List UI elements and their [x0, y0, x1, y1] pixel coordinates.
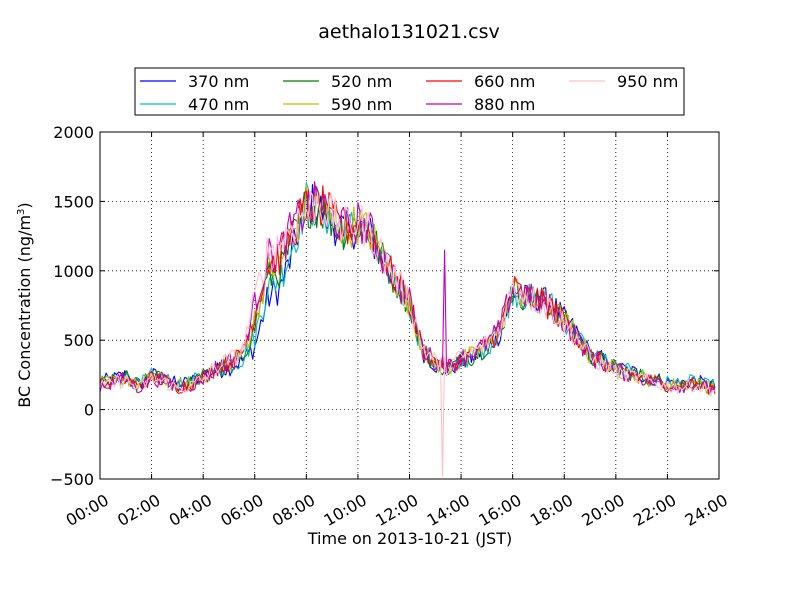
y-tick-label: 1500	[53, 192, 94, 211]
legend: 370 nm 470 nm 520 nm 590 nm 660 nm 880 nm 950 …	[134, 67, 685, 116]
y-axis-label-end: )	[15, 202, 34, 208]
chart-title: aethalo131021.csv	[318, 21, 500, 43]
x-axis-label: Time on 2013-10-21 (JST)	[307, 529, 512, 548]
legend-label: 590 nm	[331, 95, 392, 114]
y-tick-label: 2000	[53, 123, 94, 142]
series-line	[100, 181, 716, 394]
legend-label: 470 nm	[188, 95, 249, 114]
y-axis-label-main: BC Concentration (ng/m	[15, 215, 34, 408]
series-line	[100, 190, 716, 477]
legend-label: 370 nm	[188, 72, 249, 91]
y-tick-label: 1000	[53, 262, 94, 281]
legend-box	[134, 67, 685, 116]
legend-label: 520 nm	[331, 72, 392, 91]
y-tick-label: 500	[63, 331, 94, 350]
legend-label: 880 nm	[474, 95, 535, 114]
legend-label: 950 nm	[617, 72, 678, 91]
y-axis-label: BC Concentration (ng/m3)	[15, 202, 34, 407]
series-line	[100, 185, 716, 394]
series-layer	[100, 181, 716, 477]
y-axis-label-superscript: 3	[16, 209, 27, 215]
y-tick-label: −500	[50, 470, 94, 489]
legend-label: 660 nm	[474, 72, 535, 91]
y-tick-label: 0	[84, 401, 94, 420]
